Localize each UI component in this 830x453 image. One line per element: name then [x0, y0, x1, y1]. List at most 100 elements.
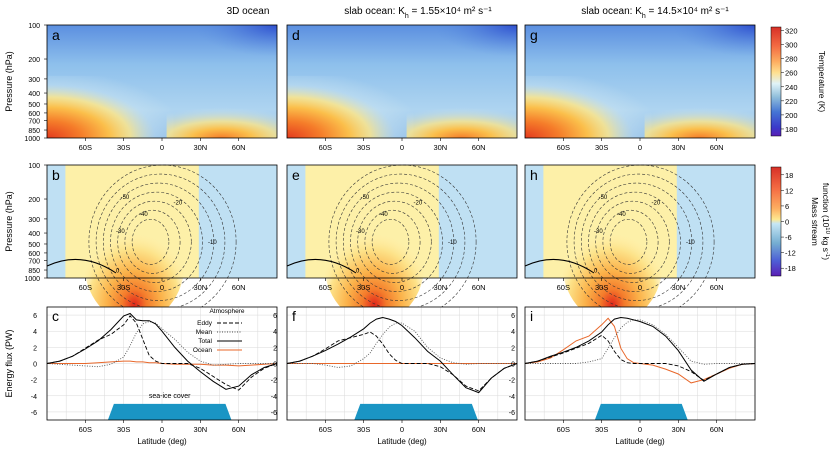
lat-tick-label: 60N [710, 425, 724, 434]
pressure-tick-label: 850 [28, 128, 40, 135]
contour-line [110, 191, 203, 292]
flux-tick-label: 4 [33, 329, 37, 336]
pressure-tick-label: 600 [28, 251, 40, 258]
contour-line [371, 218, 410, 265]
contour-line [335, 173, 466, 310]
flux-tick-label: 0 [273, 362, 277, 369]
contour-line [350, 191, 443, 292]
flux-tick-label: 2 [273, 345, 277, 352]
lat-tick-label: 60N [232, 143, 246, 152]
contour-label: -30 [116, 229, 125, 235]
panel-frame [286, 306, 518, 421]
panel-frame [524, 306, 756, 421]
ocean-flux-line [47, 360, 278, 367]
contour-line [124, 209, 181, 274]
lat-tick-label: 30N [193, 283, 207, 292]
figure-content: 3D ocean slab ocean: Kh = 1.55×10⁴ m² s⁻¹… [4, 6, 830, 446]
zero-contour [524, 258, 595, 274]
streamfunction-colorbar: 18 12 6 0 -6 -12 -18 Mass stream function (1010 … [770, 166, 830, 277]
pressure-tick-label: 300 [28, 217, 40, 224]
contour-line [95, 173, 226, 310]
flux-tick-label: 2 [511, 345, 515, 352]
energy-flux-panel-i: i 6 4 2 0 -2 -4 -6 Latitude (deg) [509, 306, 756, 446]
lat-tick-label: 60S [79, 425, 92, 434]
x-axis-label: Latitude (deg) [615, 437, 665, 446]
warm-region-south [47, 75, 174, 138]
contour-label: -50 [599, 195, 608, 201]
lat-tick-label: 60S [79, 143, 92, 152]
contour-label: 0 [356, 268, 360, 274]
warm-region-south [525, 75, 652, 138]
lat-tick-label: 30N [671, 143, 685, 152]
contour-label: -10 [208, 240, 217, 246]
contour-line [357, 200, 432, 283]
pressure-tick-label: 400 [28, 91, 40, 98]
flux-tick-label: -4 [271, 394, 277, 401]
contour-line [602, 209, 659, 274]
legend-header: Atmosphere [209, 308, 244, 315]
contour-label: -50 [121, 195, 130, 201]
lat-tick-label: 30N [433, 143, 447, 152]
lat-tick-label: 0 [638, 425, 642, 434]
colorbar-tick-label: 300 [785, 41, 798, 50]
panel-letter-a: a [52, 27, 60, 43]
panel-letter-c: c [52, 308, 59, 324]
flux-tick-label: 6 [273, 313, 277, 320]
lat-tick-label: 60N [232, 283, 246, 292]
flux-tick-label: 0 [511, 362, 515, 369]
total-flux-line [524, 316, 756, 382]
contour-label: -30 [594, 229, 603, 235]
lat-tick-label: 30N [433, 283, 447, 292]
panel-letter-i: i [530, 308, 533, 324]
lat-tick-label: 30S [357, 283, 370, 292]
column-title-2: slab ocean: Kh = 1.55×10⁴ m² s⁻¹ [344, 6, 492, 20]
lat-tick-label: 60N [472, 425, 486, 434]
flux-tick-label: -2 [31, 378, 37, 385]
contour-line [103, 182, 215, 301]
lat-tick-label: 30S [357, 143, 370, 152]
lat-tick-label: 60S [319, 425, 332, 434]
contour-line [131, 218, 170, 265]
energy-flux-panel-f: f 6 4 2 0 -2 -4 -6 Latitude (deg) [271, 306, 518, 446]
sea-ice-bar [594, 403, 688, 420]
lat-tick-label: 30S [595, 143, 608, 152]
colorbar-label: Temperature (K) [817, 51, 827, 113]
flux-tick-label: 6 [511, 313, 515, 320]
colorbar-tick-label: 280 [785, 55, 798, 64]
warm-region-north [406, 104, 517, 138]
zero-contour [46, 258, 117, 274]
flux-tick-label: 0 [33, 362, 37, 369]
lat-tick-label: 30S [357, 425, 370, 434]
lat-tick-label: 0 [400, 425, 404, 434]
colorbar-tick-label: 240 [785, 83, 798, 92]
lat-tick-label: 60N [472, 143, 486, 152]
contour-line [580, 182, 692, 301]
flux-tick-label: -4 [31, 394, 37, 401]
lat-tick-label: 0 [400, 143, 404, 152]
flux-tick-label: -6 [31, 410, 37, 417]
contour-label: -20 [414, 201, 423, 207]
colorbar-tick-label: 200 [785, 111, 798, 120]
flux-tick-label: -6 [271, 410, 277, 417]
lat-tick-label: 30S [117, 143, 130, 152]
lat-tick-label: 30N [193, 143, 207, 152]
lat-tick-label: 0 [160, 425, 164, 434]
warm-region-north [644, 104, 755, 138]
colorbar-tick-label: 260 [785, 69, 798, 78]
flux-tick-label: 6 [33, 313, 37, 320]
sea-ice-bar [354, 403, 478, 420]
lat-tick-label: 60S [557, 425, 570, 434]
flux-legend: Atmosphere Eddy Mean Total Ocean [193, 308, 245, 354]
warm-region-north [166, 104, 277, 138]
zero-contour [286, 258, 357, 274]
pressure-tick-label: 1000 [24, 276, 40, 283]
lat-tick-label: 0 [160, 283, 164, 292]
flux-tick-label: 4 [273, 329, 277, 336]
contour-label: -50 [361, 195, 370, 201]
x-axis-label: Latitude (deg) [377, 437, 427, 446]
colorbar-tick-label: 0 [785, 218, 789, 227]
temperature-colorbar: 320 300 280 260 240 220 200 180 Temperature (K) [770, 27, 827, 137]
contour-line [588, 191, 681, 292]
contour-line [573, 173, 704, 310]
column-title-1: 3D ocean [227, 6, 270, 17]
